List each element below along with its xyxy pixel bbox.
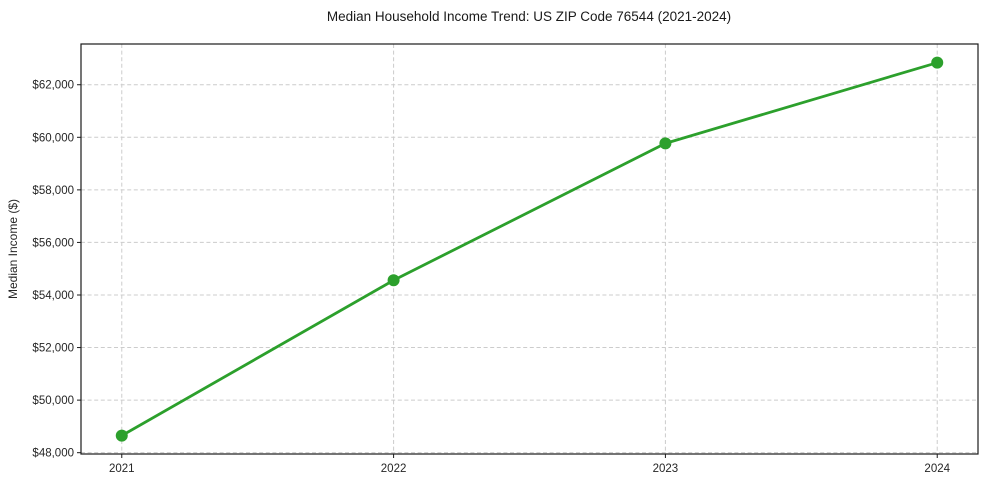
y-tick-label: $58,000 — [32, 185, 74, 197]
y-tick-label: $54,000 — [32, 290, 74, 302]
y-tick-label: $56,000 — [32, 237, 74, 249]
chart-title: Median Household Income Trend: US ZIP Co… — [327, 9, 731, 24]
trend-line — [120, 61, 939, 438]
y-tick-label: $48,000 — [32, 448, 74, 460]
x-tick-label: 2022 — [381, 463, 407, 475]
y-tick-label: $52,000 — [32, 343, 74, 355]
y-tick-label: $60,000 — [32, 132, 74, 144]
x-tick-label: 2023 — [653, 463, 679, 475]
axes-layer — [80, 43, 979, 455]
tick-layer: $48,000 $50,000 $52,000 $54,000 $56,000 $58,0… — [32, 80, 950, 475]
x-tick-label: 2021 — [109, 463, 135, 475]
data-point-2022 — [387, 274, 400, 287]
plot-border — [80, 43, 979, 455]
data-point-2021 — [115, 429, 128, 442]
data-point-2024 — [931, 56, 944, 69]
y-tick-label: $50,000 — [32, 395, 74, 407]
y-axis-label: Median Income ($) — [6, 199, 20, 299]
data-point-2023 — [659, 137, 672, 150]
data-layer — [115, 56, 944, 442]
y-tick-label: $62,000 — [32, 80, 74, 92]
grid-layer — [81, 44, 978, 454]
x-tick-label: 2024 — [924, 463, 950, 475]
